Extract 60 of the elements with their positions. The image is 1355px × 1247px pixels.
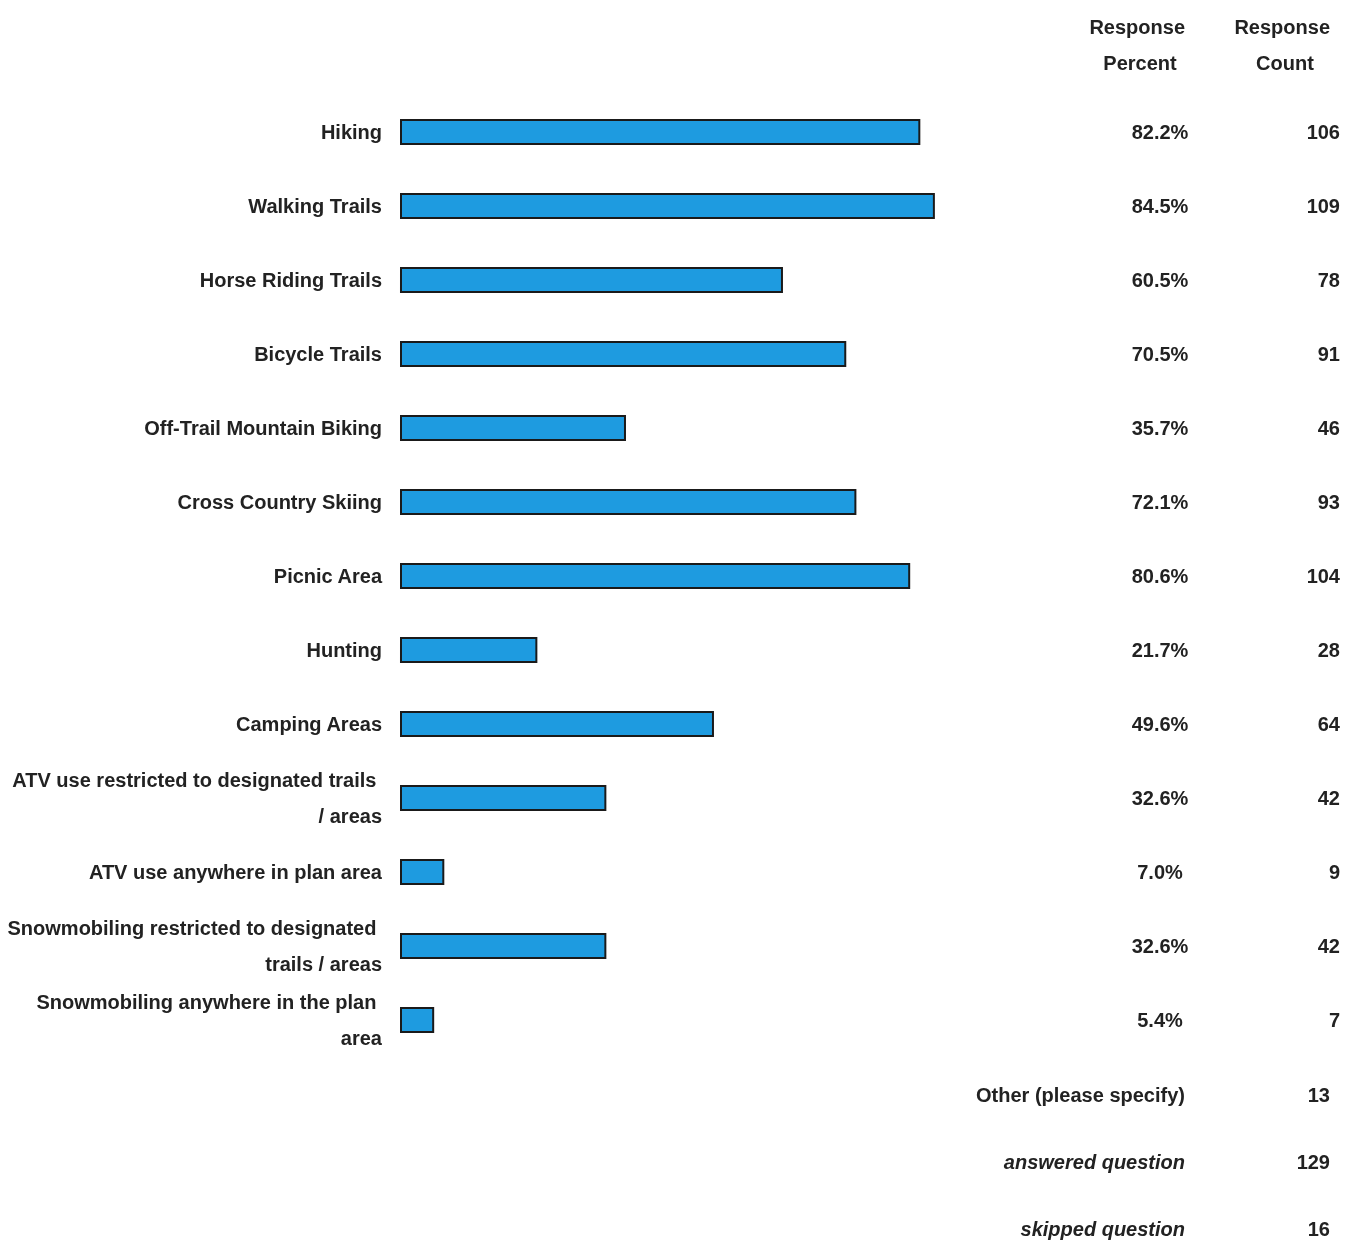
- bar: [400, 341, 847, 367]
- text: 9: [1328, 861, 1340, 883]
- y-tick-label: Snowmobiling restricted to designated trails / areas: [7, 917, 382, 975]
- y-tick-label: Hiking: [320, 121, 382, 143]
- y-tick-label: Camping Areas: [236, 713, 382, 735]
- data-label: 84.5%: [1131, 195, 1189, 217]
- data-label: 49.6%: [1131, 713, 1189, 735]
- bar: [400, 859, 445, 885]
- bar: [400, 637, 538, 663]
- text: 16: [1307, 1218, 1330, 1240]
- data-label: 21.7%: [1131, 639, 1189, 661]
- y-tick-label: Hunting: [306, 639, 382, 661]
- y-tick-label: Walking Trails: [248, 195, 382, 217]
- text: 42: [1317, 935, 1340, 957]
- y-tick-label: Cross Country Skiing: [177, 491, 382, 513]
- text: skipped question: [1020, 1218, 1185, 1240]
- text: 109: [1306, 195, 1340, 217]
- bar: [400, 193, 935, 219]
- text: 91: [1317, 343, 1340, 365]
- text: 46: [1317, 417, 1340, 439]
- bar: [400, 119, 921, 145]
- bar: [400, 563, 911, 589]
- data-label: 60.5%: [1131, 269, 1189, 291]
- y-tick-label: Horse Riding Trails: [199, 269, 382, 291]
- data-label: 82.2%: [1131, 121, 1189, 143]
- text: 93: [1317, 491, 1340, 513]
- y-tick-label: ATV use restricted to designated trails / areas: [12, 769, 382, 827]
- bar: [400, 267, 783, 293]
- text: 42: [1317, 787, 1340, 809]
- data-label: 7.0%: [1137, 861, 1184, 883]
- data-label: 32.6%: [1131, 935, 1189, 957]
- text: Response Count: [1234, 16, 1336, 74]
- y-tick-label: Picnic Area: [273, 565, 383, 587]
- text: 78: [1317, 269, 1340, 291]
- bar: [400, 1007, 435, 1033]
- bar: [400, 711, 714, 737]
- text: 7: [1328, 1009, 1340, 1031]
- text: 129: [1296, 1151, 1330, 1173]
- bar: [400, 785, 607, 811]
- data-label: 32.6%: [1131, 787, 1189, 809]
- data-label: 72.1%: [1131, 491, 1189, 513]
- data-label: 80.6%: [1131, 565, 1189, 587]
- text: 64: [1317, 713, 1341, 735]
- y-tick-label: Bicycle Trails: [254, 343, 382, 365]
- bar: [400, 415, 626, 441]
- text: 13: [1307, 1084, 1330, 1106]
- text: 106: [1306, 121, 1340, 143]
- data-label: 5.4%: [1137, 1009, 1184, 1031]
- y-tick-label: Off-Trail Mountain Biking: [144, 417, 382, 439]
- text: Response Percent: [1089, 16, 1191, 74]
- y-tick-label: ATV use anywhere in plan area: [88, 861, 383, 883]
- text: answered question: [1003, 1151, 1185, 1173]
- y-tick-label: Snowmobiling anywhere in the plan area: [36, 991, 383, 1049]
- data-label: 70.5%: [1131, 343, 1189, 365]
- bar: [400, 489, 857, 515]
- text: 104: [1306, 565, 1341, 587]
- text: 28: [1317, 639, 1340, 661]
- bar: [400, 933, 607, 959]
- data-label: 35.7%: [1131, 417, 1189, 439]
- text: Other (please specify): [976, 1084, 1185, 1106]
